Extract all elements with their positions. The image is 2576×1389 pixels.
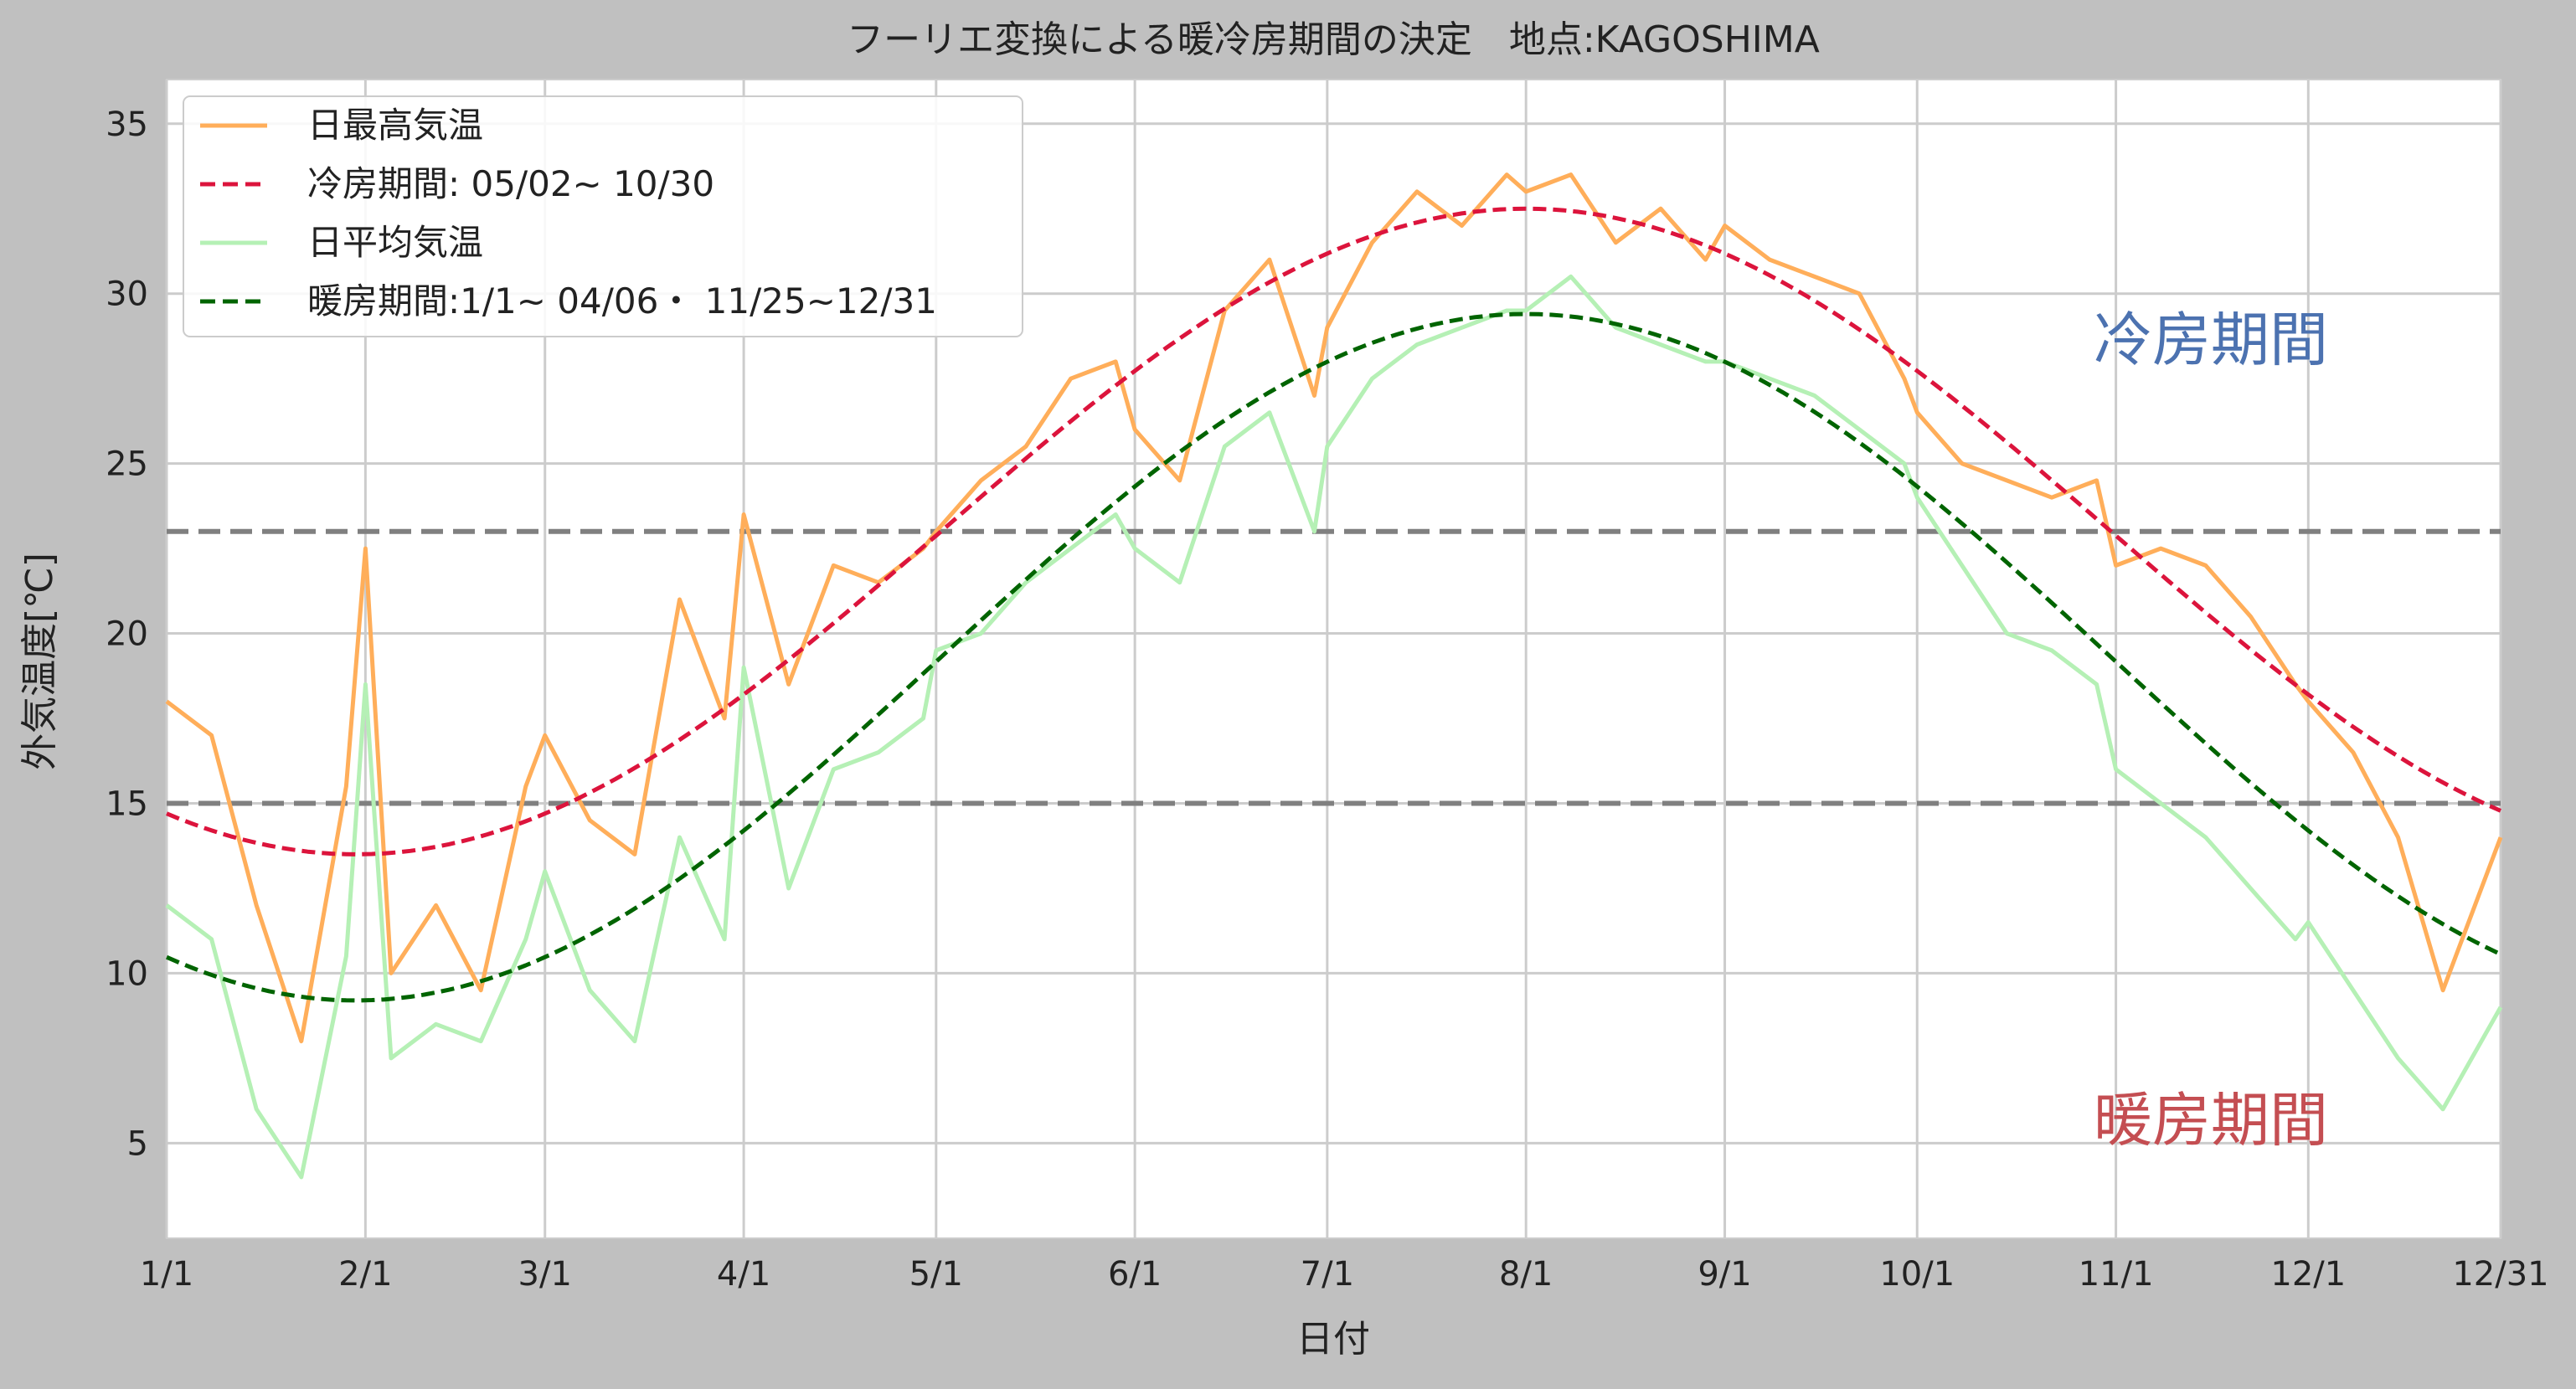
x-axis-ticks: 1/1 2/1 3/1 4/1 5/1 6/1 7/1 8/1 9/1 10/1 11/1 12/1 1… [140,1255,2549,1294]
series-line-1 [165,274,2503,1180]
y-tick-label: 30 [106,275,148,314]
grid [165,80,2502,1238]
y-tick-label: 15 [106,785,148,823]
x-tick-label: 12/31 [2452,1255,2548,1294]
series-line-0 [165,172,2503,1044]
x-tick-label: 5/1 [909,1255,963,1294]
legend-label-cooling: 冷房期間: 05/02~ 10/30 [307,163,714,204]
annotation-cooling: 冷房期間 [2094,306,2328,374]
x-tick-label: 7/1 [1301,1255,1354,1294]
x-tick-label: 10/1 [1879,1255,1955,1294]
legend-label-avg-temp: 日平均気温 [307,222,483,263]
x-tick-label: 6/1 [1108,1255,1162,1294]
x-tick-label: 9/1 [1698,1255,1751,1294]
x-tick-label: 11/1 [2079,1255,2154,1294]
x-tick-label: 3/1 [518,1255,572,1294]
series-lines [165,172,2503,1180]
x-axis-label: 日付 [1296,1318,1370,1361]
x-tick-label: 4/1 [717,1255,770,1294]
x-tick-label: 1/1 [140,1255,193,1294]
y-tick-label: 5 [127,1124,148,1163]
y-axis-ticks: 5 10 15 20 25 30 35 [106,105,148,1164]
legend: 日最高気温 冷房期間: 05/02~ 10/30 日平均気温 暖房期間:1/1~… [183,95,1023,337]
x-tick-label: 8/1 [1499,1255,1553,1294]
y-tick-label: 35 [106,105,148,144]
y-tick-label: 25 [106,445,148,484]
legend-box [183,95,1023,337]
y-axis-label: 外気温度[℃] [18,553,61,770]
x-tick-label: 12/1 [2270,1255,2346,1294]
chart-title: フーリエ変換による暖冷房期間の決定 地点:KAGOSHIMA [847,18,1820,61]
annotation-heating: 暖房期間 [2094,1086,2328,1155]
y-tick-label: 10 [106,954,148,993]
x-tick-label: 2/1 [338,1255,392,1294]
legend-label-max-temp: 日最高気温 [307,105,483,146]
legend-label-heating: 暖房期間:1/1~ 04/06・ 11/25~12/31 [307,280,937,322]
series-line-3 [166,311,2502,1003]
y-tick-label: 20 [106,615,148,654]
